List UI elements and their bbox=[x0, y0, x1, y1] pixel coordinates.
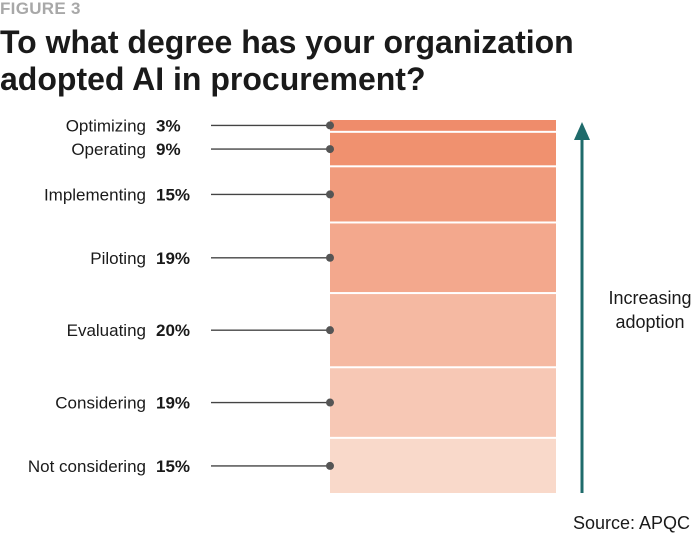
category-label: Not considering bbox=[28, 457, 146, 476]
bar-segment bbox=[330, 438, 556, 493]
bar-segment bbox=[330, 368, 556, 437]
source-note: Source: APQC bbox=[572, 513, 690, 533]
leader-dot bbox=[326, 461, 334, 470]
leader-dot bbox=[326, 145, 334, 154]
category-labels: Optimizing 3% Operating 9% Implementing 15% Pi… bbox=[28, 116, 190, 476]
value-label: 9% bbox=[156, 140, 181, 159]
value-label: 20% bbox=[156, 321, 190, 340]
category-label: Considering bbox=[55, 394, 146, 413]
chart-title-line-1: To what degree has your organization bbox=[0, 24, 574, 60]
value-label: 3% bbox=[156, 116, 181, 135]
leader-dot bbox=[326, 121, 334, 130]
leader-lines bbox=[211, 121, 334, 470]
bar-segment bbox=[330, 223, 556, 293]
bar-segment bbox=[330, 132, 556, 166]
leader-dot bbox=[326, 190, 334, 199]
category-label: Implementing bbox=[44, 185, 146, 204]
bar-segment bbox=[330, 167, 556, 222]
category-label: Evaluating bbox=[67, 321, 146, 340]
up-arrow-icon bbox=[574, 122, 590, 140]
value-label: 19% bbox=[156, 249, 190, 268]
category-label: Optimizing bbox=[66, 116, 146, 135]
leader-dot bbox=[326, 326, 334, 335]
chart-title: To what degree has your organization ado… bbox=[0, 24, 700, 98]
arrow-label-line: Increasing bbox=[608, 288, 691, 308]
bar-stack bbox=[330, 120, 556, 493]
chart-title-line-2: adopted AI in procurement? bbox=[0, 61, 426, 97]
bar-segment bbox=[330, 294, 556, 367]
leader-dot bbox=[326, 398, 334, 407]
category-label: Operating bbox=[71, 140, 146, 159]
category-label: Piloting bbox=[90, 249, 146, 268]
bar-segment bbox=[330, 120, 556, 131]
adoption-arrow bbox=[574, 122, 590, 493]
value-label: 15% bbox=[156, 457, 190, 476]
figure-label: FIGURE 3 bbox=[0, 0, 81, 18]
value-label: 15% bbox=[156, 185, 190, 204]
value-label: 19% bbox=[156, 394, 190, 413]
leader-dot bbox=[326, 253, 334, 262]
arrow-label-line: adoption bbox=[615, 312, 684, 332]
